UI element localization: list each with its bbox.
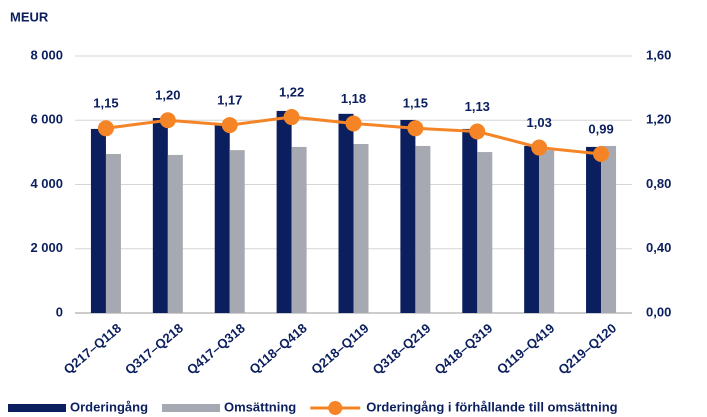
legend-swatch <box>328 401 343 415</box>
x-tick-label: Q119–Q419 <box>494 320 557 377</box>
line-marker <box>159 112 176 129</box>
bar <box>462 128 478 313</box>
x-tick-label: Q219–Q120 <box>555 320 619 377</box>
data-label: 1,20 <box>155 88 180 103</box>
line-marker <box>469 123 486 140</box>
bar <box>90 128 106 313</box>
y-tick-label: 8 000 <box>30 47 63 62</box>
bar <box>524 145 540 313</box>
bar <box>601 145 617 313</box>
legend-label: Orderingång <box>70 399 148 414</box>
x-tick-label: Q317–Q218 <box>122 320 186 377</box>
data-label: 1,22 <box>279 84 304 99</box>
y-tick-label: 0 <box>56 304 63 319</box>
data-label: 1,18 <box>341 91 366 106</box>
bar <box>105 153 121 313</box>
y-tick-label: 6 000 <box>30 112 63 127</box>
bar <box>477 152 493 313</box>
line-marker <box>283 109 300 126</box>
y2-tick-label: 0,80 <box>646 176 671 191</box>
line-marker <box>345 115 362 132</box>
legend-label: Orderingång i förhållande till omsättnin… <box>366 399 617 414</box>
bar <box>353 144 369 313</box>
y2-tick-label: 0,00 <box>646 304 671 319</box>
data-label: 1,03 <box>527 115 552 130</box>
y-axis-label: MEUR <box>10 9 49 24</box>
bar <box>167 154 183 313</box>
bar <box>229 150 245 313</box>
x-tick-label: Q118–Q418 <box>246 320 309 377</box>
line-marker <box>407 120 424 137</box>
legend-label: Omsättning <box>224 399 296 414</box>
data-label: 1,15 <box>403 96 428 111</box>
y-tick-label: 2 000 <box>30 240 63 255</box>
y2-tick-label: 1,20 <box>646 112 671 127</box>
line-marker <box>97 120 114 137</box>
line-marker <box>221 117 238 134</box>
x-tick-label: Q318–Q219 <box>370 320 434 377</box>
bar <box>214 123 230 313</box>
x-tick-label: Q217–Q118 <box>61 320 124 377</box>
data-label: 1,15 <box>93 96 118 111</box>
data-label: 1,17 <box>217 93 242 108</box>
bar <box>152 118 168 313</box>
bar <box>586 146 602 313</box>
bar <box>539 150 555 313</box>
y-tick-label: 4 000 <box>30 176 63 191</box>
bar <box>400 119 416 314</box>
bar <box>276 110 292 313</box>
line-marker <box>531 139 548 156</box>
x-tick-label: Q417–Q318 <box>184 320 248 377</box>
data-label: 1,13 <box>465 99 490 114</box>
x-tick-label: Q218–Q119 <box>308 320 371 377</box>
bar <box>338 113 354 313</box>
legend-swatch <box>162 404 221 412</box>
y2-tick-label: 1,60 <box>646 47 671 62</box>
bar <box>415 145 431 313</box>
bar <box>291 146 307 313</box>
y2-tick-label: 0,40 <box>646 240 671 255</box>
data-label: 0,99 <box>588 121 613 136</box>
legend-swatch <box>8 404 66 412</box>
line-marker <box>593 145 610 162</box>
x-tick-label: Q418–Q319 <box>432 320 496 377</box>
